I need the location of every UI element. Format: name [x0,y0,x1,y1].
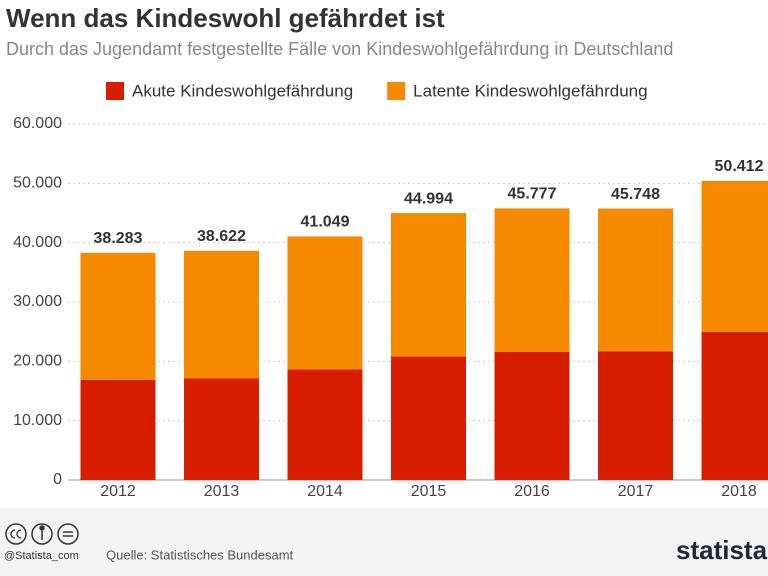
legend-swatch [106,82,124,100]
chart-title: Wenn das Kindeswohl gefährdet ist [6,3,445,33]
legend-label: Akute Kindeswohlgefährdung [132,81,353,100]
total-label: 45.777 [508,186,557,203]
total-label: 41.049 [301,214,350,231]
bar-segment [184,250,259,379]
y-tick-label: 40.000 [13,234,62,251]
handle: @Statista_com [4,550,79,562]
bar-segment [598,208,673,352]
y-tick-label: 50.000 [13,175,62,192]
bar-segment [287,369,363,480]
x-tick-label: 2014 [307,483,343,500]
total-label: 44.994 [404,190,453,207]
y-tick-label: 60.000 [13,115,62,132]
bar-segment [494,352,570,480]
x-tick-label: 2015 [411,483,447,500]
bar-segment [391,213,466,357]
bar-segment [391,356,466,480]
source: Quelle: Statistisches Bundesamt [106,547,294,562]
x-tick-label: 2018 [721,483,757,500]
y-tick-label: 10.000 [13,412,62,429]
total-label: 38.622 [197,228,246,245]
x-tick-label: 2016 [514,483,550,500]
legend-label: Latente Kindeswohlgefährdung [413,81,647,100]
bar-segment [701,332,768,480]
total-label: 50.412 [715,158,764,175]
license-icons [5,523,79,545]
bar-segment [598,351,673,480]
bar-segment [494,208,570,353]
x-tick-label: 2013 [204,483,240,500]
footer-background [0,508,768,576]
chart-subtitle: Durch das Jugendamt festgestellte Fälle … [6,39,673,59]
y-tick-label: 20.000 [13,353,62,370]
bar-segment [184,378,259,480]
brand-logo: statista [676,535,768,565]
y-tick-label: 30.000 [13,293,62,310]
legend-swatch [387,82,406,100]
total-label: 45.748 [611,186,660,203]
total-label: 38.283 [94,230,143,247]
x-tick-label: 2012 [100,483,136,500]
bar-segment [80,252,156,380]
x-tick-label: 2017 [618,483,654,500]
bar-segment [701,180,768,333]
y-tick-label: 0 [53,471,62,488]
bar-segment [287,236,363,370]
bar-segment [80,379,156,480]
